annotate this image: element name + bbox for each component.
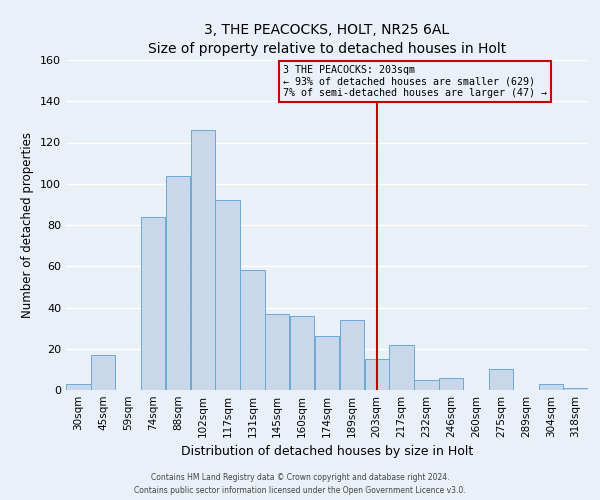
Bar (265, 314, 289, 390)
Bar (389, 344, 414, 390)
Bar (315, 336, 339, 390)
Bar (414, 380, 439, 390)
Bar (439, 378, 463, 390)
Bar (66, 384, 91, 390)
Bar (141, 217, 165, 390)
Bar (91, 355, 115, 390)
Bar (215, 200, 240, 390)
Text: 3 THE PEACOCKS: 203sqm
← 93% of detached houses are smaller (629)
7% of semi-det: 3 THE PEACOCKS: 203sqm ← 93% of detached… (283, 65, 547, 98)
Text: Contains HM Land Registry data © Crown copyright and database right 2024.
Contai: Contains HM Land Registry data © Crown c… (134, 474, 466, 495)
Y-axis label: Number of detached properties: Number of detached properties (22, 132, 34, 318)
X-axis label: Distribution of detached houses by size in Holt: Distribution of detached houses by size … (181, 446, 473, 458)
Bar (489, 370, 513, 390)
Title: 3, THE PEACOCKS, HOLT, NR25 6AL
Size of property relative to detached houses in : 3, THE PEACOCKS, HOLT, NR25 6AL Size of … (148, 22, 506, 56)
Bar (166, 176, 190, 390)
Bar (290, 316, 314, 390)
Bar (240, 270, 265, 390)
Bar (563, 388, 588, 390)
Bar (340, 320, 364, 390)
Bar (365, 359, 389, 390)
Bar (191, 130, 215, 390)
Bar (539, 384, 563, 390)
